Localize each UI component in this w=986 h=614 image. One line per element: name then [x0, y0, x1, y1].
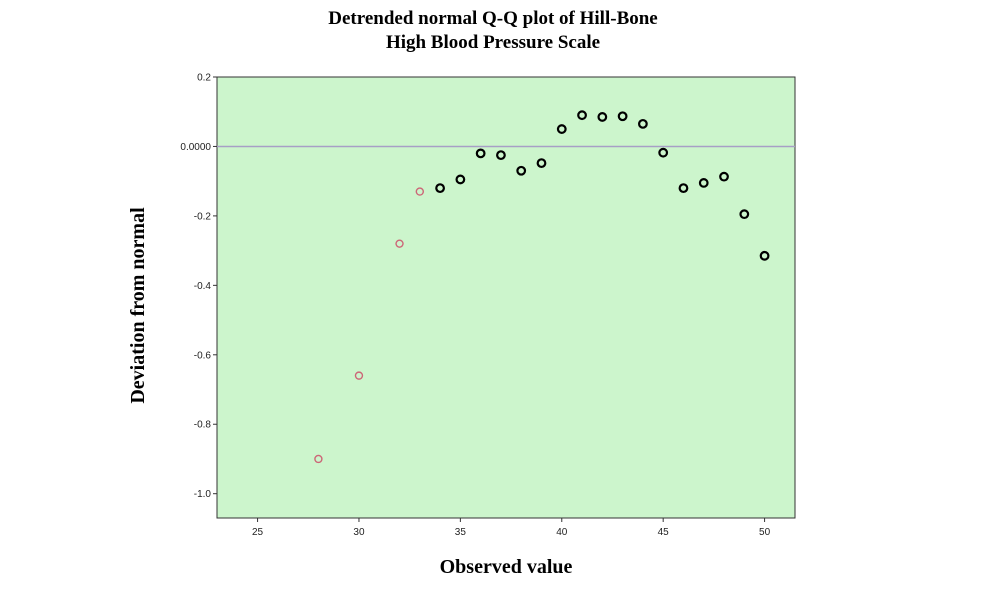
y-tick-label: -0.2: [194, 211, 212, 222]
data-point: [759, 250, 770, 261]
y-tick-label: -0.6: [194, 350, 212, 361]
x-tick-label: 30: [353, 527, 365, 538]
data-point: [354, 371, 364, 380]
data-point: [395, 239, 404, 248]
data-point: [739, 209, 750, 220]
y-tick-label: -1.0: [194, 489, 212, 500]
x-tick-label: 40: [556, 527, 568, 538]
y-tick-label: 0.0000: [180, 142, 211, 153]
data-point: [314, 454, 323, 464]
data-point: [617, 111, 628, 122]
y-tick-label: -0.8: [194, 420, 212, 431]
x-tick-label: 25: [252, 527, 264, 538]
chart-title: Detrended normal Q-Q plot of Hill-Bone: [328, 8, 658, 29]
data-point: [597, 112, 608, 122]
data-point: [496, 150, 506, 161]
data-point: [475, 148, 486, 159]
x-tick-label: 50: [759, 527, 771, 538]
data-point: [577, 110, 587, 121]
data-point: [415, 187, 425, 196]
plot-area: [216, 76, 796, 519]
data-point: [556, 124, 567, 134]
x-axis: 25 30 35 40 45 50: [252, 518, 771, 538]
y-tick-label: 0.2: [197, 73, 211, 84]
x-tick-label: 45: [658, 527, 670, 538]
data-point: [455, 174, 466, 185]
x-axis-title: Observed value: [440, 556, 573, 578]
data-point: [435, 183, 445, 194]
data-point: [658, 147, 669, 158]
chart-subtitle: High Blood Pressure Scale: [385, 32, 601, 53]
y-tick-label: -0.4: [194, 281, 212, 292]
data-points: [314, 110, 770, 464]
data-point: [678, 183, 689, 194]
data-point: [719, 171, 729, 182]
data-point: [536, 158, 547, 169]
y-axis-title: Deviation from normal: [127, 207, 149, 404]
y-axis: 0.2 0.0000 -0.2 -0.4 -0.6 -0.8 -1.0: [180, 73, 217, 500]
data-point: [637, 118, 648, 129]
data-point: [516, 165, 527, 176]
data-point: [698, 178, 709, 188]
x-tick-label: 35: [455, 527, 467, 538]
